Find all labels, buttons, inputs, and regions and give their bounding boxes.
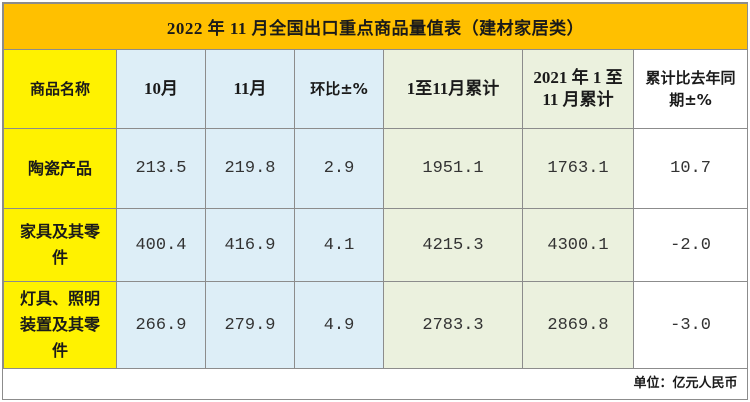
header-row: 商品名称 10月 11月 环比±% 1至11月累计 2021 年 1 至 11 … xyxy=(3,49,749,129)
cell-nov: 416.9 xyxy=(205,208,295,282)
cell-prev-cum: 4300.1 xyxy=(522,208,634,282)
header-mom: 环比±% xyxy=(294,49,384,129)
export-table: 2022 年 11 月全国出口重点商品量值表（建材家居类） 商品名称 10月 1… xyxy=(2,3,749,394)
cell-yoy: -3.0 xyxy=(632,281,749,369)
cell-oct: 266.9 xyxy=(116,281,206,369)
cell-cum: 2783.3 xyxy=(383,281,523,369)
header-oct: 10月 xyxy=(116,49,206,129)
table-row: 灯具、照明装置及其零件 266.9 279.9 4.9 2783.3 2869.… xyxy=(3,281,749,369)
unit-note: 单位：亿元人民币 xyxy=(3,368,748,394)
row-name-label: 家具及其零件 xyxy=(19,222,100,267)
header-yoy: 累计比去年同期±% xyxy=(632,49,749,129)
cell-mom: 4.9 xyxy=(294,281,384,369)
header-nov: 11月 xyxy=(205,49,295,129)
header-prev-cum: 2021 年 1 至 11 月累计 xyxy=(522,49,634,129)
header-name: 商品名称 xyxy=(3,49,117,129)
table-row: 家具及其零件 400.4 416.9 4.1 4215.3 4300.1 -2.… xyxy=(3,208,749,282)
cell-nov: 219.8 xyxy=(205,128,295,209)
cell-yoy: -2.0 xyxy=(632,208,749,282)
header-cum: 1至11月累计 xyxy=(383,49,523,129)
row-name: 灯具、照明装置及其零件 xyxy=(3,281,117,369)
table-row: 陶瓷产品 213.5 219.8 2.9 1951.1 1763.1 10.7 xyxy=(3,128,749,209)
cell-mom: 2.9 xyxy=(294,128,384,209)
header-prev-cum-label: 2021 年 1 至 11 月累计 xyxy=(533,68,623,109)
cell-prev-cum: 2869.8 xyxy=(522,281,634,369)
cell-prev-cum: 1763.1 xyxy=(522,128,634,209)
row-name-label: 陶瓷产品 xyxy=(27,158,92,178)
row-name: 陶瓷产品 xyxy=(3,128,117,209)
cell-oct: 400.4 xyxy=(116,208,206,282)
header-mom-label: 环比±% xyxy=(310,80,368,98)
cell-yoy: 10.7 xyxy=(632,128,749,209)
table-title: 2022 年 11 月全国出口重点商品量值表（建材家居类） xyxy=(2,3,749,50)
cell-oct: 213.5 xyxy=(116,128,206,209)
unit-row: 单位：亿元人民币 xyxy=(3,368,748,394)
cell-nov: 279.9 xyxy=(205,281,295,369)
header-yoy-label: 累计比去年同期±% xyxy=(645,69,736,109)
row-name: 家具及其零件 xyxy=(3,208,117,282)
cell-cum: 1951.1 xyxy=(383,128,523,209)
cell-cum: 4215.3 xyxy=(383,208,523,282)
row-name-label: 灯具、照明装置及其零件 xyxy=(19,289,100,360)
cell-mom: 4.1 xyxy=(294,208,384,282)
